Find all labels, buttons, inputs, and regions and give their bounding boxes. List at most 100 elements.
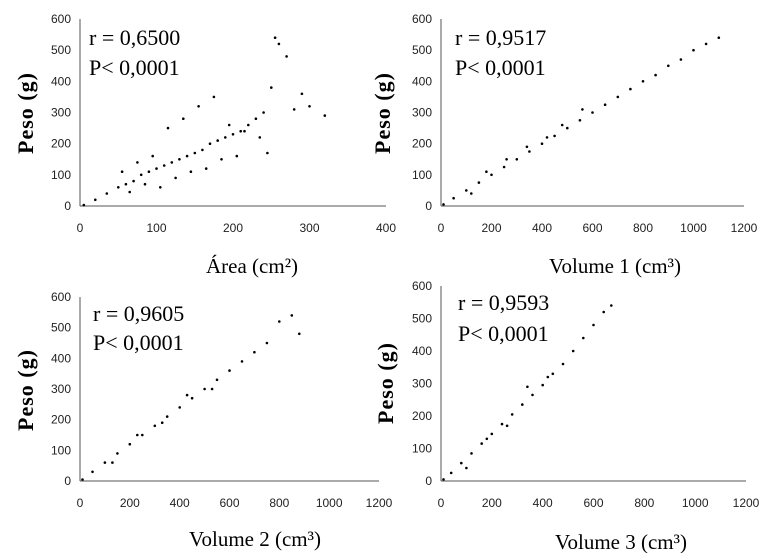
data-point (91, 470, 94, 474)
chart-panel-volume3: 0 200 400 600 800 1000 1200 0 100 200 300 400 500 600… (373, 279, 760, 553)
data-point (124, 182, 128, 186)
y-axis-label: Peso (g) (370, 72, 395, 154)
data-point (298, 332, 301, 336)
data-point (292, 108, 296, 111)
data-point (208, 142, 212, 145)
data-point (105, 192, 109, 195)
data-point (470, 452, 473, 455)
data-point (153, 424, 157, 428)
data-point (266, 151, 269, 155)
data-point (231, 133, 235, 136)
data-point (582, 336, 585, 340)
y-tick-label: 400 (51, 74, 71, 88)
y-tick-label: 600 (51, 290, 71, 304)
data-point (132, 179, 135, 183)
x-tick-label: 600 (219, 496, 239, 510)
data-points (442, 304, 613, 481)
p-value-annotation: P< 0,0001 (458, 321, 549, 346)
data-point (285, 55, 288, 58)
data-point (273, 36, 277, 39)
y-tick-label: 100 (51, 443, 71, 457)
data-point (602, 310, 605, 314)
data-point (300, 92, 304, 96)
data-point (566, 126, 569, 130)
data-point (460, 461, 463, 465)
x-tick-label: 300 (299, 221, 319, 235)
x-tick-label: 1200 (733, 496, 760, 510)
data-point (629, 87, 632, 91)
data-point (159, 186, 162, 189)
x-axis-label: Área (cm²) (206, 254, 298, 278)
data-point (215, 378, 219, 382)
data-point (551, 372, 555, 376)
data-point (185, 393, 189, 397)
data-point (610, 304, 613, 307)
data-point (247, 123, 250, 127)
data-point (442, 478, 445, 481)
y-tick-label: 600 (51, 12, 71, 26)
data-point (220, 158, 223, 161)
data-point (477, 181, 481, 184)
data-point (162, 164, 166, 167)
y-tick-label: 300 (51, 106, 71, 120)
data-point (117, 186, 120, 189)
y-tick-label: 600 (412, 12, 432, 26)
x-tick-label: 1200 (366, 496, 393, 510)
data-point (193, 151, 197, 155)
x-tick-label: 400 (170, 496, 190, 510)
data-points (81, 314, 301, 481)
r-value-annotation: r = 0,9593 (458, 290, 549, 315)
data-point (526, 385, 529, 389)
x-tick-label: 800 (269, 496, 289, 510)
data-point (165, 415, 169, 418)
y-axis-label: Peso (g) (13, 72, 38, 154)
x-tick-label: 200 (481, 221, 501, 235)
data-point (452, 196, 455, 200)
data-point (323, 114, 327, 117)
data-point (505, 158, 508, 161)
data-point (243, 129, 246, 133)
data-point (197, 105, 200, 108)
data-point (116, 452, 119, 455)
tick-labels: 0 200 400 600 800 1000 1200 0 100 200 300 400 500 600 (412, 279, 760, 510)
x-tick-label: 0 (77, 496, 84, 510)
y-tick-label: 200 (51, 137, 71, 151)
y-axis-label: Peso (g) (373, 342, 398, 424)
data-point (201, 148, 204, 152)
y-tick-label: 0 (64, 474, 71, 488)
x-tick-label: 400 (376, 221, 396, 235)
data-point (525, 145, 529, 149)
data-point (541, 383, 544, 387)
r-value-annotation: r = 0,6500 (89, 25, 180, 50)
y-tick-label: 400 (51, 351, 71, 365)
data-point (278, 320, 281, 323)
data-point (128, 190, 131, 194)
x-tick-label: 0 (438, 221, 445, 235)
data-point (170, 161, 174, 164)
x-tick-label: 0 (438, 496, 445, 510)
data-point (485, 170, 488, 173)
data-point (258, 136, 262, 139)
y-tick-label: 500 (51, 43, 71, 57)
data-point (224, 136, 227, 139)
data-point (592, 323, 595, 327)
x-tick-label: 0 (77, 221, 84, 235)
data-point (265, 341, 269, 345)
x-tick-label: 1000 (680, 221, 707, 235)
x-tick-label: 400 (533, 496, 553, 510)
data-point (155, 167, 158, 170)
data-point (480, 442, 484, 445)
data-point (470, 192, 473, 195)
data-point (174, 176, 177, 180)
x-tick-label: 1000 (316, 496, 343, 510)
data-point (139, 173, 143, 177)
chart-panel-area: 0 100 200 300 400 0 100 200 300 400 500 600 r = 0,6… (13, 12, 396, 278)
data-point (212, 95, 216, 99)
data-point (505, 424, 509, 428)
data-point (82, 203, 86, 207)
data-point (270, 86, 273, 89)
y-tick-label: 400 (412, 344, 432, 358)
x-axis-label: Volume 1 (cm³) (549, 254, 681, 278)
data-point (717, 36, 721, 39)
data-point (204, 167, 208, 170)
